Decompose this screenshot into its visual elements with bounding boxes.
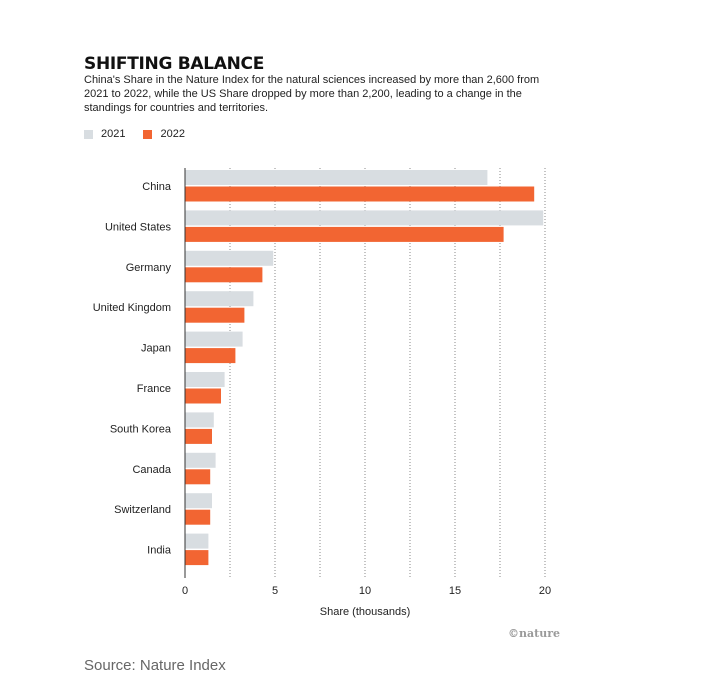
- x-tick-label: 20: [539, 585, 551, 597]
- bar-2021-germany: [185, 250, 274, 266]
- bar-2022-south-korea: [185, 428, 212, 444]
- chart-title: SHIFTING BALANCE: [84, 54, 265, 74]
- x-tick-label: 0: [182, 585, 188, 597]
- legend-label-2021: 2021: [101, 128, 126, 140]
- category-label: Canada: [132, 464, 171, 476]
- category-label: United Kingdom: [93, 302, 171, 314]
- category-label: Japan: [141, 343, 171, 355]
- legend-label-2022: 2022: [160, 128, 185, 140]
- legend-item-2022: 2022: [143, 128, 185, 140]
- bar-2021-france: [185, 372, 225, 387]
- bar-2022-india: [185, 550, 209, 566]
- x-axis-label: Share (thousands): [320, 606, 411, 618]
- bar-2022-france: [185, 388, 221, 404]
- bar-2021-canada: [185, 452, 216, 468]
- bar-2021-united-kingdom: [185, 291, 254, 307]
- bar-2021-united-states: [185, 210, 544, 226]
- category-label: India: [147, 545, 172, 557]
- bar-2021-japan: [185, 331, 243, 347]
- legend-swatch-2021: [84, 129, 93, 139]
- category-label: United States: [105, 221, 172, 233]
- nature-credit: ©nature: [508, 627, 560, 640]
- legend-item-2021: 2021: [84, 128, 125, 140]
- category-label: China: [142, 181, 172, 193]
- legend: 2021 2022: [84, 128, 203, 140]
- category-label: Germany: [126, 262, 172, 274]
- bar-2021-china: [185, 170, 488, 185]
- bar-2022-switzerland: [185, 509, 211, 525]
- category-label: South Korea: [110, 423, 172, 435]
- bar-2021-south-korea: [185, 412, 214, 428]
- x-tick-label: 15: [449, 585, 461, 597]
- x-tick-label: 10: [359, 585, 371, 597]
- category-label: France: [137, 383, 171, 395]
- bar-2022-canada: [185, 469, 211, 485]
- category-label: Switzerland: [114, 504, 171, 516]
- bar-2022-china: [185, 186, 535, 202]
- bar-2022-japan: [185, 348, 236, 364]
- bar-2021-india: [185, 533, 209, 549]
- source-note: Source: Nature Index: [84, 657, 226, 674]
- legend-swatch-2022: [143, 129, 153, 139]
- bar-2021-switzerland: [185, 493, 212, 509]
- bar-2022-united-kingdom: [185, 307, 245, 323]
- x-tick-label: 5: [272, 585, 278, 597]
- bar-2022-germany: [185, 267, 263, 283]
- bar-2022-united-states: [185, 226, 504, 242]
- chart-subtitle: China's Share in the Nature Index for th…: [84, 74, 540, 114]
